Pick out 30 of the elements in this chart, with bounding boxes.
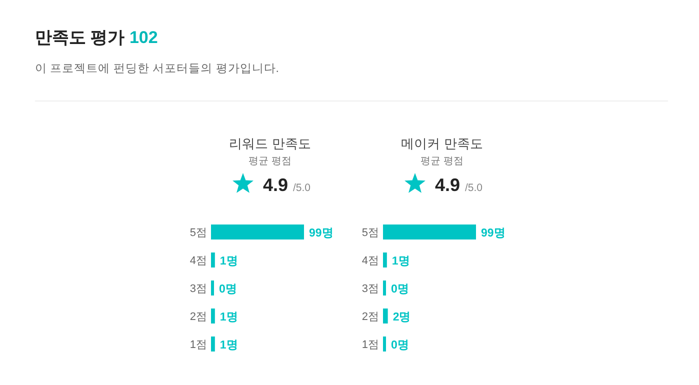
- data-label: 0명: [391, 282, 410, 296]
- chart-title: 리워드 만족도: [229, 136, 311, 151]
- y-tick-label: 4점: [190, 255, 207, 267]
- text: 만족도 평가 102: [35, 28, 158, 47]
- y-tick-label: 3점: [190, 283, 207, 295]
- text: /5.0: [465, 182, 483, 194]
- data-label: 1명: [220, 254, 238, 268]
- data-label: 1명: [392, 254, 410, 268]
- text: 이 프로젝트에 펀딩한 서포터들의 평가입니다.: [35, 63, 279, 75]
- y-tick-label: 3점: [362, 283, 379, 295]
- y-tick-label: 2점: [362, 311, 379, 323]
- text: 4.9: [263, 175, 288, 195]
- chart-title: 메이커 만족도: [401, 136, 483, 151]
- y-tick-label: 2점: [190, 311, 207, 323]
- y-tick-label: 4점: [362, 255, 379, 267]
- y-tick-label: 1점: [190, 339, 207, 351]
- y-tick-label: 1점: [362, 339, 379, 351]
- data-label: 99명: [309, 226, 334, 240]
- y-tick-label: 5점: [362, 227, 379, 239]
- data-label: 1명: [220, 338, 238, 352]
- data-label: 2명: [392, 310, 412, 324]
- text: /5.0: [293, 182, 311, 194]
- data-label: 0명: [219, 282, 238, 296]
- y-tick-label: 5점: [190, 227, 207, 239]
- data-label: 99명: [481, 226, 506, 240]
- data-label: 0명: [391, 338, 410, 352]
- data-label: 1명: [220, 310, 238, 324]
- chart-subtitle: 평균 평점: [420, 156, 464, 167]
- chart-subtitle: 평균 평점: [248, 156, 292, 167]
- text: 4.9: [435, 175, 460, 195]
